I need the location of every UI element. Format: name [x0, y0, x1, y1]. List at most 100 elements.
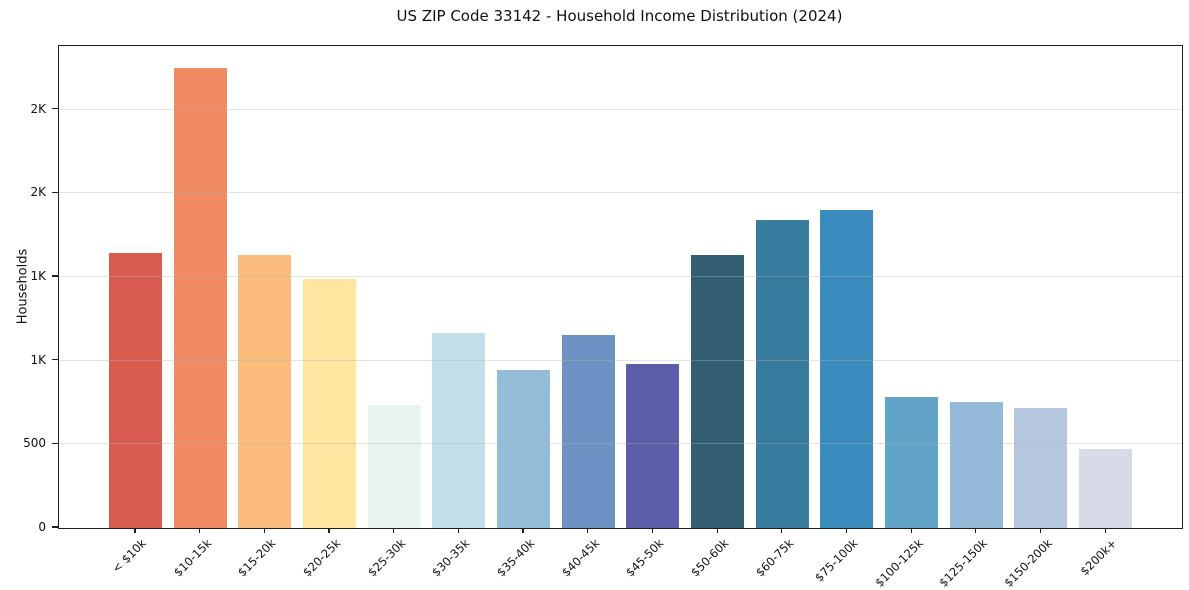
bar-slot — [426, 46, 491, 528]
bar-slot — [1009, 46, 1074, 528]
x-tick-label: $40-45k — [558, 536, 603, 580]
y-tick-mark — [52, 191, 58, 193]
y-tick-mark — [52, 526, 58, 528]
bar-slot — [685, 46, 750, 528]
x-tick-mark — [910, 528, 912, 533]
bar-$10-15k — [173, 67, 227, 528]
y-tick-label: 0 — [38, 520, 46, 534]
bar-slot — [556, 46, 621, 528]
x-cell: < $10k — [102, 527, 167, 589]
bar-slot — [750, 46, 815, 528]
bar-slot — [879, 46, 944, 528]
x-cell: $40-45k — [555, 527, 620, 589]
x-cell: $75-100k — [812, 527, 879, 589]
x-tick-label: $150-200k — [1001, 536, 1055, 590]
bar-slot — [815, 46, 880, 528]
y-tick-mark — [52, 108, 58, 110]
bar-slot — [944, 46, 1009, 528]
x-cell: $15-20k — [231, 527, 296, 589]
bar-slot — [1073, 46, 1138, 528]
x-cell: $25-30k — [361, 527, 426, 589]
x-cell: $35-40k — [490, 527, 555, 589]
gridline-1000 — [59, 359, 1182, 361]
x-cell: $30-35k — [425, 527, 490, 589]
x-tick-label: $30-35k — [429, 536, 473, 580]
x-cell: $125-150k — [936, 527, 1008, 590]
y-tick-mark — [52, 275, 58, 277]
x-tick-label: $20-25k — [299, 536, 344, 580]
x-tick-mark — [975, 528, 977, 533]
y-tick-label: 2K — [30, 101, 46, 116]
bar-$40-45k — [561, 334, 615, 528]
x-tick-mark — [199, 528, 201, 533]
x-tick-label: $50-60k — [688, 536, 732, 580]
x-tick-mark — [845, 528, 848, 533]
bar-$15-20k — [238, 255, 292, 528]
plot-area — [58, 45, 1183, 529]
y-tick-label: 1K — [30, 352, 46, 367]
x-tick-label: $45-50k — [623, 536, 667, 580]
x-cell: $100-125k — [872, 527, 943, 590]
x-axis: < $10k $10-15k $15-20k $20-25k $25-30k $30-35… — [58, 527, 1181, 590]
bar-$125-150k — [949, 402, 1003, 528]
bar-$45-50k — [626, 364, 680, 528]
x-cell: $200k+ — [1072, 527, 1137, 589]
x-tick-label: $10-15k — [170, 536, 214, 580]
y-tick-mark — [52, 442, 58, 444]
bar-< $10k — [108, 252, 162, 528]
x-cell: $60-75k — [749, 527, 814, 589]
gridline-1500 — [59, 275, 1182, 277]
bar-slot — [168, 46, 233, 528]
x-cell: $150-200k — [1001, 527, 1073, 590]
gridline-2000 — [59, 192, 1182, 194]
x-tick-mark — [781, 528, 783, 533]
y-tick-label: 500 — [23, 436, 46, 451]
x-cell: $20-25k — [296, 527, 361, 589]
bar-$100-125k — [885, 396, 939, 528]
x-cell: $45-50k — [620, 527, 685, 589]
x-tick-label: $125-150k — [936, 536, 991, 590]
x-tick-label: $100-125k — [871, 536, 926, 590]
x-tick-mark — [328, 528, 330, 533]
x-tick-mark — [1104, 528, 1106, 533]
x-tick-mark — [651, 528, 654, 533]
bar-$150-200k — [1014, 408, 1068, 528]
x-tick-mark — [263, 528, 265, 533]
bar-$25-30k — [367, 405, 421, 528]
x-tick-mark — [457, 528, 459, 533]
y-tick-mark — [52, 359, 58, 361]
x-tick-mark — [134, 528, 136, 533]
bar-slot — [232, 46, 297, 528]
bar-$35-40k — [496, 369, 550, 528]
bar-$50-60k — [691, 255, 745, 528]
x-tick-mark — [1039, 528, 1042, 533]
bar-$75-100k — [820, 210, 874, 528]
x-tick-mark — [587, 528, 589, 533]
gridline-2500 — [59, 108, 1182, 110]
bar-slot — [621, 46, 686, 528]
x-tick-label: $60-75k — [752, 536, 797, 580]
x-tick-label: $35-40k — [493, 536, 538, 580]
bar-$200k+ — [1079, 448, 1133, 528]
bar-slot — [297, 46, 362, 528]
x-tick-mark — [716, 528, 718, 533]
bar-slot — [103, 46, 168, 528]
bar-slot — [491, 46, 556, 528]
x-tick-label: $25-30k — [364, 536, 408, 580]
chart-title: US ZIP Code 33142 - Household Income Dis… — [396, 7, 843, 25]
gridline-500 — [59, 443, 1182, 445]
y-tick-label: 1K — [30, 268, 46, 283]
x-cell: $10-15k — [167, 527, 232, 589]
bars-row — [59, 46, 1182, 528]
x-tick-label: $15-20k — [235, 536, 279, 580]
bar-$30-35k — [432, 333, 486, 528]
y-tick-label: 2K — [30, 185, 46, 200]
x-tick-mark — [393, 528, 395, 533]
x-tick-label: $75-100k — [812, 536, 861, 585]
bar-$20-25k — [302, 278, 356, 528]
x-cell: $50-60k — [684, 527, 749, 589]
x-tick-label: $200k+ — [1077, 536, 1120, 579]
y-axis: 0 500 1K 1K 2K 2K — [0, 45, 58, 534]
x-tick-mark — [522, 528, 524, 533]
